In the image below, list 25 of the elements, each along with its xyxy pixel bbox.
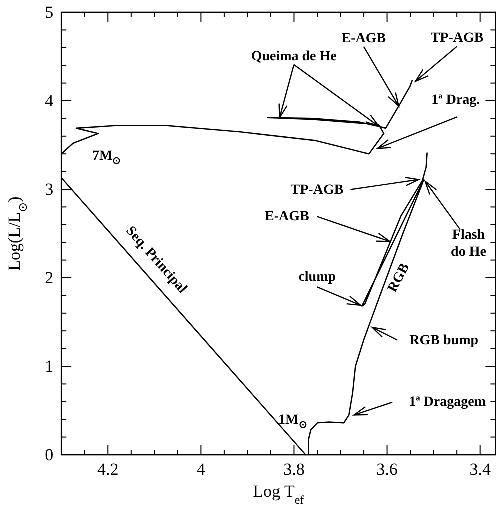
- x-tick-label: 4: [196, 460, 206, 479]
- annotation: TP-AGB: [430, 30, 484, 46]
- x-axis-title: Log T$_{ef}$: [253, 482, 304, 507]
- annotation: Queima de He: [251, 49, 337, 64]
- series-label: 1M$_{⊙}$: [278, 412, 307, 431]
- series-label: 7M$_{⊙}$: [92, 148, 121, 168]
- y-tick-label: 4: [45, 92, 54, 110]
- annotation: RGB: [385, 261, 413, 295]
- annotation: E-AGB: [265, 209, 310, 224]
- x-tick-label: 4.2: [98, 460, 119, 479]
- y-tick-label: 1: [45, 357, 54, 376]
- annotation: TP-AGB: [290, 182, 344, 198]
- y-tick-label: 5: [45, 3, 54, 22]
- y-tick-label: 2: [45, 268, 54, 288]
- annotation: 1ª Dragagem: [409, 394, 486, 410]
- x-tick-label: 3.4: [470, 460, 492, 479]
- annotation: E-AGB: [342, 30, 386, 46]
- x-tick-label: 3.6: [376, 460, 398, 479]
- annotation: clump: [298, 270, 336, 285]
- annotation: 1ª Drag.: [432, 92, 480, 108]
- annotation: RGB bump: [410, 332, 479, 348]
- x-tick-label: 3.8: [284, 460, 305, 479]
- annotation: Flash do He: [451, 227, 486, 260]
- y-tick-label: 3: [45, 180, 54, 199]
- y-tick-label: 0: [45, 446, 54, 464]
